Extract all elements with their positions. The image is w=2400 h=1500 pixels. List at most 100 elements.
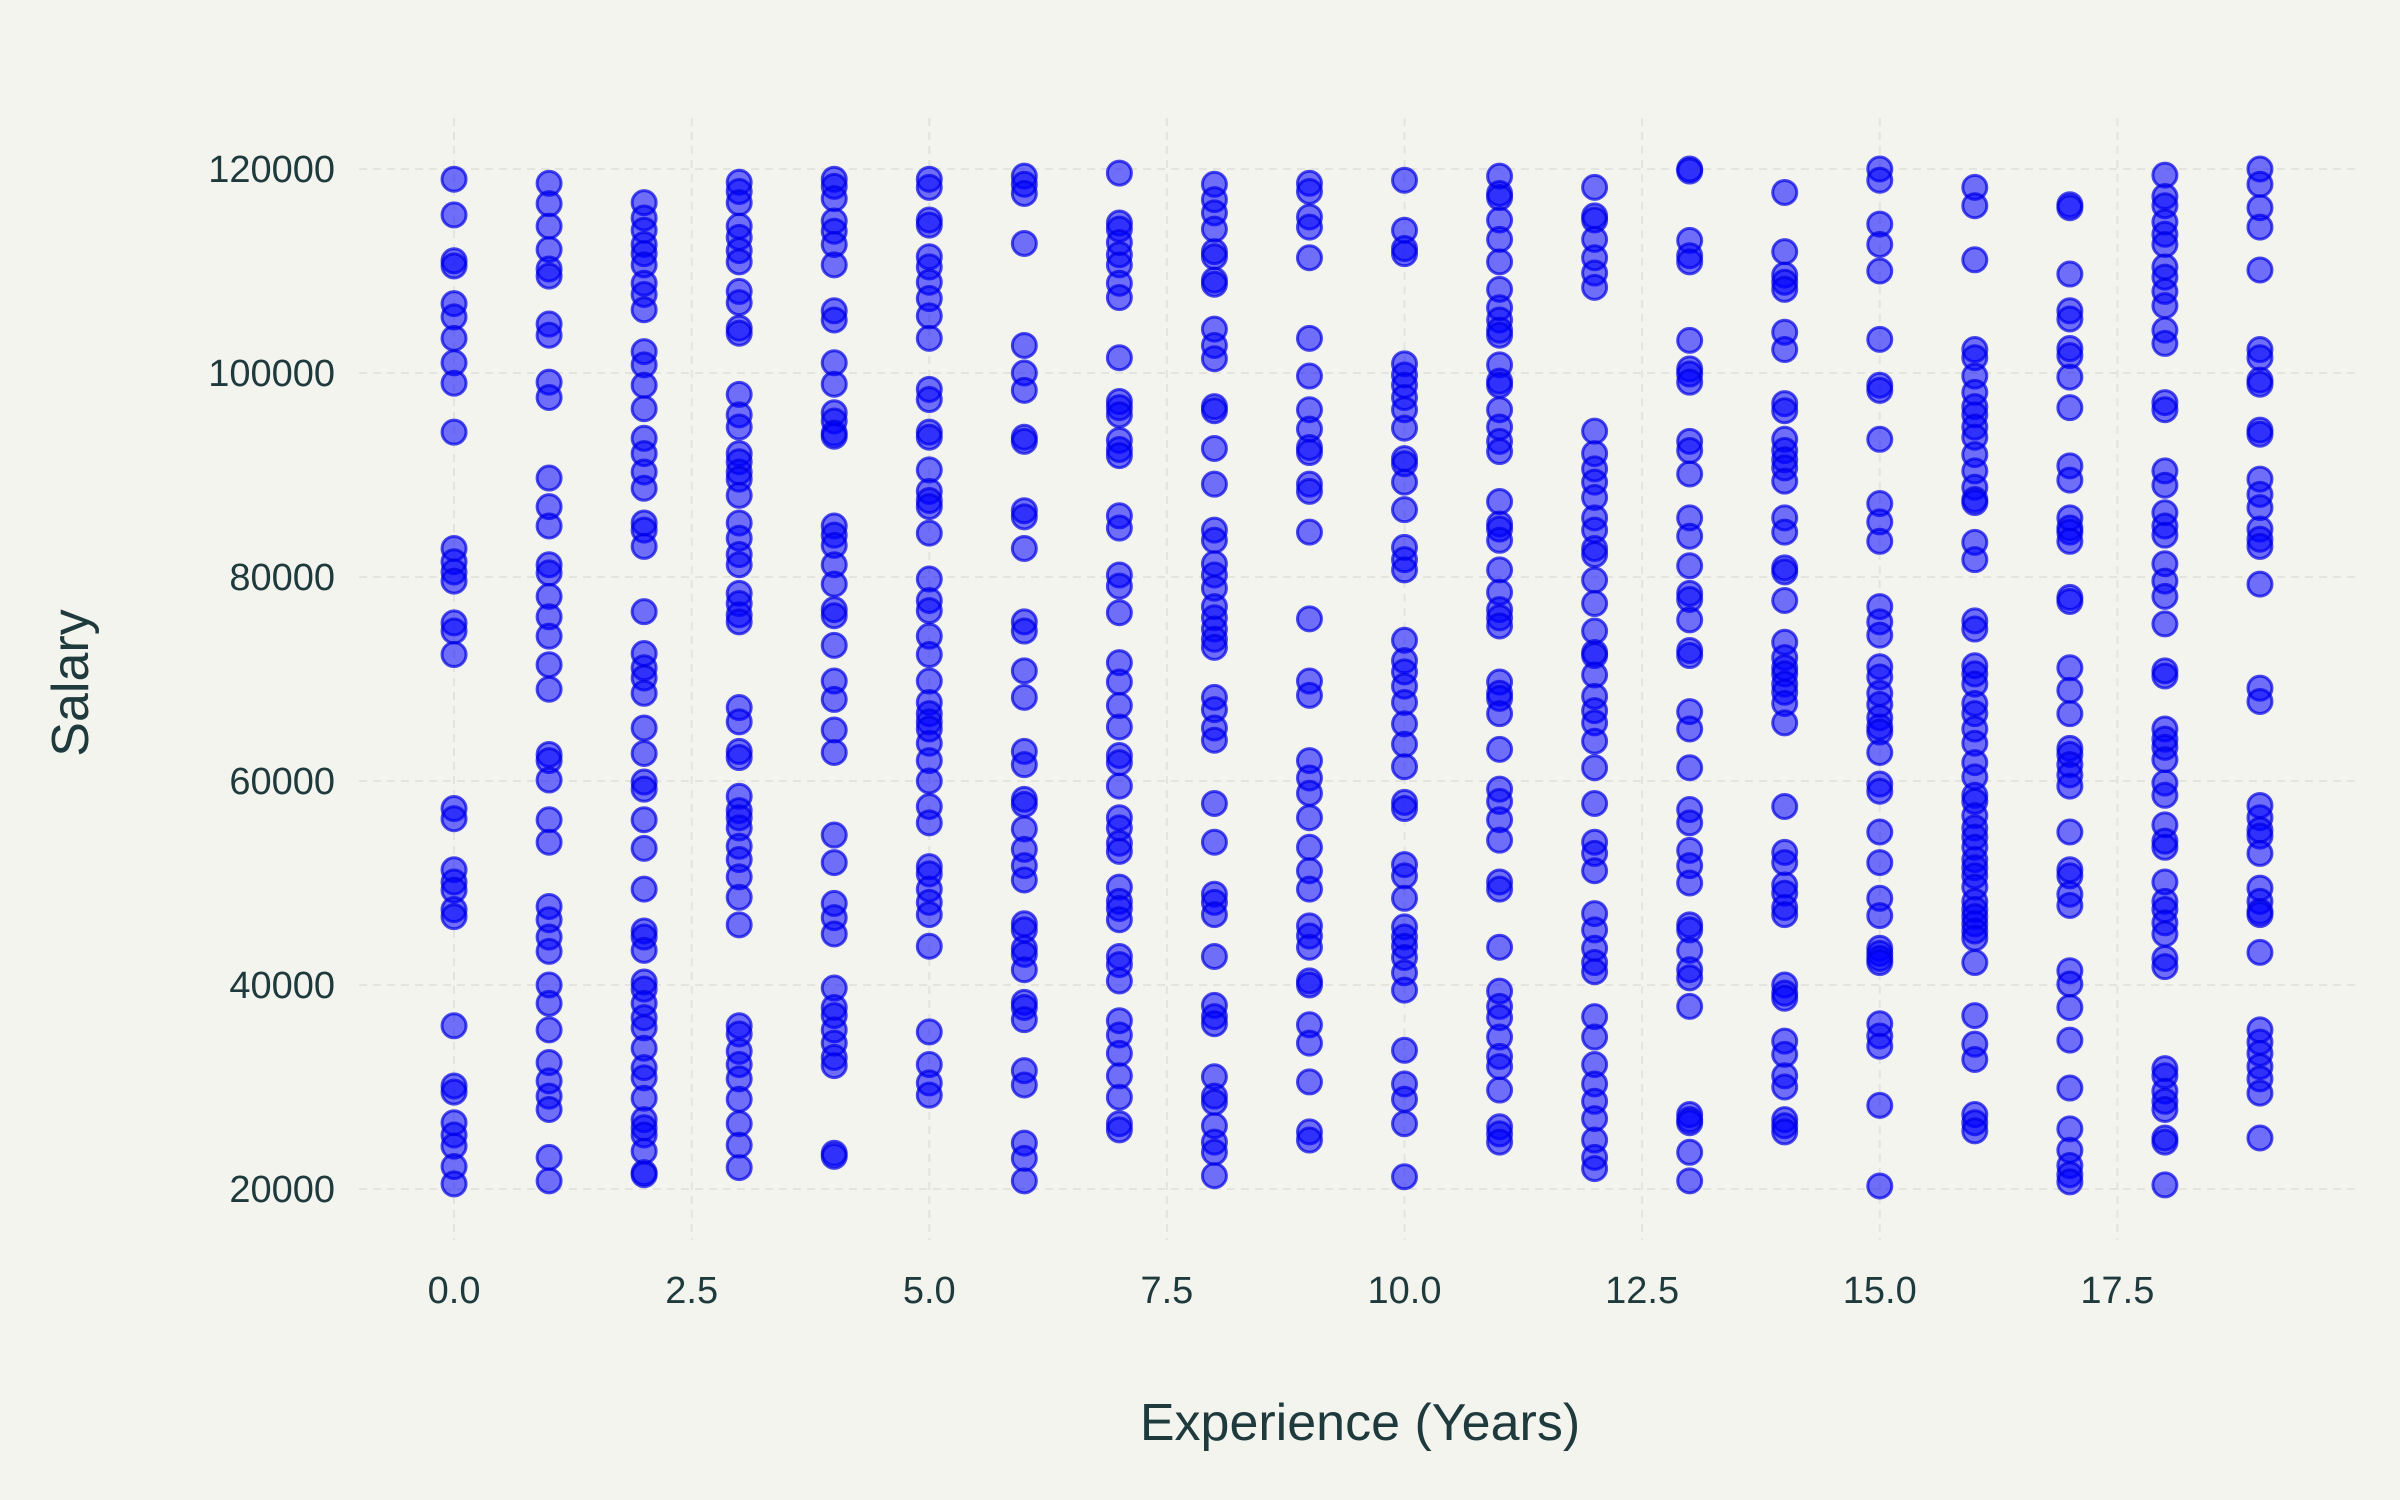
data-point [820,920,848,948]
data-point [2151,1128,2179,1156]
data-point [2056,363,2084,391]
data-point [535,622,563,650]
y-tick-label: 80000 [229,557,335,599]
data-point [2151,781,2179,809]
data-point [535,1167,563,1195]
data-point [630,875,658,903]
data-point [2056,654,2084,682]
data-point [1391,166,1419,194]
data-point [915,901,943,929]
data-point [1676,248,1704,276]
data-point [1676,992,1704,1020]
data-point [1295,362,1323,390]
data-point [630,371,658,399]
y-tick-label: 40000 [229,965,335,1007]
data-point [1295,933,1323,961]
data-point [1866,777,1894,805]
data-point [2056,891,2084,919]
data-point [1486,826,1514,854]
data-point [1010,866,1038,894]
data-point [1105,284,1133,312]
data-point [820,422,848,450]
data-point [725,1154,753,1182]
data-point [1771,849,1799,877]
data-point [2056,970,2084,998]
data-point [1771,467,1799,495]
data-point [1961,924,1989,952]
data-point [1771,984,1799,1012]
data-point [1676,642,1704,670]
data-point [1486,875,1514,903]
data-point [535,1143,563,1171]
data-point [1010,1071,1038,1099]
data-point [1961,192,1989,220]
data-point [725,551,753,579]
data-point [725,481,753,509]
data-point [1581,754,1609,782]
data-point [1200,828,1228,856]
data-point [1486,438,1514,466]
data-point [2056,394,2084,422]
x-tick-label: 2.5 [665,1270,718,1312]
data-point [2151,1171,2179,1199]
data-point [535,262,563,290]
x-tick-label: 5.0 [903,1270,956,1312]
data-point [2056,466,2084,494]
data-point [1010,751,1038,779]
data-point [1581,1023,1609,1051]
y-axis-ticks: 20000 40000 60000 80000 100000 120000 [208,149,335,1211]
data-point [820,685,848,713]
data-point [1295,681,1323,709]
data-point [535,675,563,703]
data-point [630,834,658,862]
data-point [2056,676,2084,704]
data-point [915,302,943,330]
data-point [1295,605,1323,633]
data-point [1486,371,1514,399]
data-point [2246,687,2274,715]
data-point [1866,738,1894,766]
data-point [2151,610,2179,638]
data-point [535,828,563,856]
data-point [1391,1036,1419,1064]
data-point [535,212,563,240]
data-point [2246,570,2274,598]
data-point [1961,1002,1989,1030]
data-point [1866,949,1894,977]
data-point [1105,1083,1133,1111]
data-point [1771,1118,1799,1146]
data-point [1866,425,1894,453]
data-point [820,306,848,334]
data-point [1486,1053,1514,1081]
data-point [1866,849,1894,877]
data-point [1105,668,1133,696]
data-point [2246,901,2274,929]
data-point [1866,325,1894,353]
data-point [820,631,848,659]
data-point [915,211,943,239]
data-point [1771,238,1799,266]
data-point [630,598,658,626]
data-point [1105,514,1133,542]
data-point [1676,552,1704,580]
data-point [1581,590,1609,618]
y-tick-label: 120000 [208,149,335,191]
data-point [535,806,563,834]
data-point [1486,225,1514,253]
data-point [1105,401,1133,429]
data-point [1961,1117,1989,1145]
data-point [2246,213,2274,241]
data-point [1200,243,1228,271]
data-point [1200,789,1228,817]
data-point [1866,621,1894,649]
data-point [1486,1128,1514,1156]
data-point [1676,754,1704,782]
data-point [630,296,658,324]
data-point [725,248,753,276]
data-point [1010,503,1038,531]
data-point [1486,556,1514,584]
data-point [1581,727,1609,755]
data-point [535,1095,563,1123]
data-point [1866,230,1894,258]
data-point [2056,993,2084,1021]
